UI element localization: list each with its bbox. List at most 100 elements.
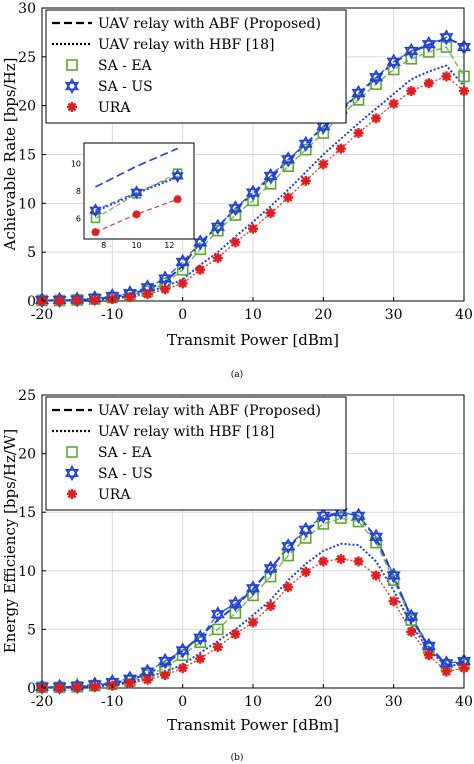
data-point-hexagram-a-tri-up [386, 53, 401, 66]
data-point-hexagram-b [298, 521, 313, 538]
data-point-square-a [317, 127, 330, 139]
data-point-asterisk-b [265, 600, 276, 611]
data-point-square-b [176, 649, 189, 661]
data-point-asterisk-a-arm [195, 265, 205, 275]
y-tick-label-a: 5 [27, 245, 36, 261]
y-tick-label-b: 15 [18, 505, 36, 521]
data-point-asterisk-a-arm [371, 113, 381, 123]
data-point-asterisk-a [230, 237, 241, 248]
data-point-hexagram-b-tri-up [369, 528, 384, 541]
data-point-asterisk-a-arm [389, 99, 399, 109]
data-point-hexagram-b [386, 567, 401, 584]
data-point-asterisk-b [406, 626, 417, 637]
data-point-hexagram-a [228, 200, 243, 217]
data-point-asterisk-a [72, 295, 83, 306]
x-tick-label-a: -20 [31, 307, 54, 323]
data-point-asterisk-a [212, 253, 223, 264]
legend-label-a: UAV relay with HBF [18] [98, 37, 274, 53]
legend-box-b [45, 396, 347, 511]
data-point-hexagram-b-tri-up [421, 637, 436, 650]
data-point-hexagram-a [351, 84, 366, 102]
data-point-hexagram-a [193, 234, 208, 251]
data-point-hexagram-b [281, 538, 296, 555]
data-point-hexagram-a-tri-down [404, 46, 419, 60]
data-point-hexagram-b-tri-down [210, 610, 225, 623]
data-point-asterisk-b [459, 663, 469, 674]
data-point-asterisk-b-arm [160, 670, 170, 680]
data-point-hexagram-a-tri-up [457, 38, 471, 52]
data-point-hexagram-b-tri-up [263, 560, 278, 573]
x-tick-label-b: -10 [101, 694, 124, 710]
data-point-asterisk-a [160, 284, 171, 295]
data-point-hexagram-a-tri-up [439, 29, 454, 42]
inset-y-tick-label: 8 [76, 187, 81, 196]
x-axis-label-b: Transmit Power [dBm] [167, 716, 339, 734]
data-point-hexagram-a-tri-up [246, 184, 260, 197]
data-point-hexagram-b-tri-down [263, 564, 278, 577]
data-point-asterisk-a-arm [72, 296, 82, 305]
series-line-b [42, 511, 465, 689]
data-point-square-a [370, 78, 382, 90]
data-point-hexagram-b-tri-up [386, 567, 401, 580]
data-point-asterisk-b [142, 674, 153, 685]
inset-series-line [95, 176, 178, 213]
data-point-hexagram-a-tri-up [298, 135, 313, 148]
data-point-hexagram-b-tri-down [175, 646, 190, 659]
data-point-square-a [299, 143, 312, 156]
inset-series-line [95, 147, 178, 188]
data-point-hexagram-a [404, 42, 419, 60]
legend-label-a: SA - EA [98, 58, 153, 74]
legend-marker-b [65, 464, 79, 482]
data-point-square-a [282, 160, 294, 173]
data-point-hexagram-a [457, 38, 471, 56]
inset-data-point-asterisk-arm [173, 195, 182, 203]
data-point-asterisk-a [353, 128, 364, 139]
data-point-asterisk-a [177, 278, 188, 289]
data-point-hexagram-b-tri-up [281, 538, 296, 551]
data-point-asterisk-b-arm [442, 667, 451, 676]
data-point-hexagram-b [158, 652, 173, 670]
x-tick-label-a: 40 [455, 307, 473, 323]
data-point-hexagram-b-tri-down [193, 633, 208, 646]
data-point-asterisk-b [248, 617, 258, 628]
data-point-asterisk-a [54, 296, 65, 306]
data-point-hexagram-a [281, 151, 296, 168]
data-point-hexagram-a-tri-up [228, 200, 243, 213]
y-tick-label-a: 25 [18, 50, 36, 66]
legend-label-b: UAV relay with ABF (Proposed) [98, 403, 321, 419]
data-point-asterisk-b [160, 670, 171, 681]
y-tick-label-a: 15 [18, 148, 36, 164]
data-point-hexagram-a-tri-down [386, 57, 401, 70]
data-point-asterisk-a-arm [318, 159, 328, 169]
data-point-hexagram-b-tri-down [369, 532, 384, 545]
legend-marker-b-tri-up [65, 464, 79, 478]
data-point-hexagram-a [158, 270, 173, 287]
x-tick-label-a: -10 [101, 307, 124, 323]
data-point-asterisk-a-arm [406, 86, 416, 96]
data-point-hexagram-a-tri-up [421, 35, 436, 49]
data-point-asterisk-b-arm [195, 654, 205, 664]
inset-data-point-asterisk [132, 210, 141, 219]
data-point-asterisk-a [423, 78, 434, 89]
data-point-hexagram-a-tri-down [421, 40, 436, 53]
data-point-hexagram-a-tri-down [439, 33, 454, 46]
inset-data-point-hexagram [171, 168, 184, 183]
data-point-asterisk-b-arm [248, 617, 258, 627]
caption-b: (b) [231, 752, 244, 763]
data-point-asterisk-a [300, 175, 311, 186]
inset-data-point-hexagram-tri-down [89, 206, 102, 218]
legend-marker-a [66, 59, 78, 71]
data-point-hexagram-b-tri-down [386, 571, 401, 584]
y-tick-label-a: 0 [27, 294, 36, 310]
marker-series-line-b [42, 517, 465, 689]
data-point-asterisk-a-arm [301, 176, 311, 186]
data-point-hexagram-a-tri-down [158, 274, 173, 287]
y-tick-label-a: 10 [18, 196, 36, 212]
legend-marker-a [67, 102, 77, 112]
data-point-square-a [194, 243, 207, 256]
y-tick-label-b: 5 [27, 622, 36, 638]
data-point-square-b [335, 512, 347, 524]
data-point-hexagram-a-tri-down [263, 171, 278, 185]
data-point-asterisk-a-arm [442, 71, 451, 81]
panel-b: -20 -10 0 10 20 30 40 0 5 10 15 20 25 Transmit Power… [1, 388, 473, 763]
